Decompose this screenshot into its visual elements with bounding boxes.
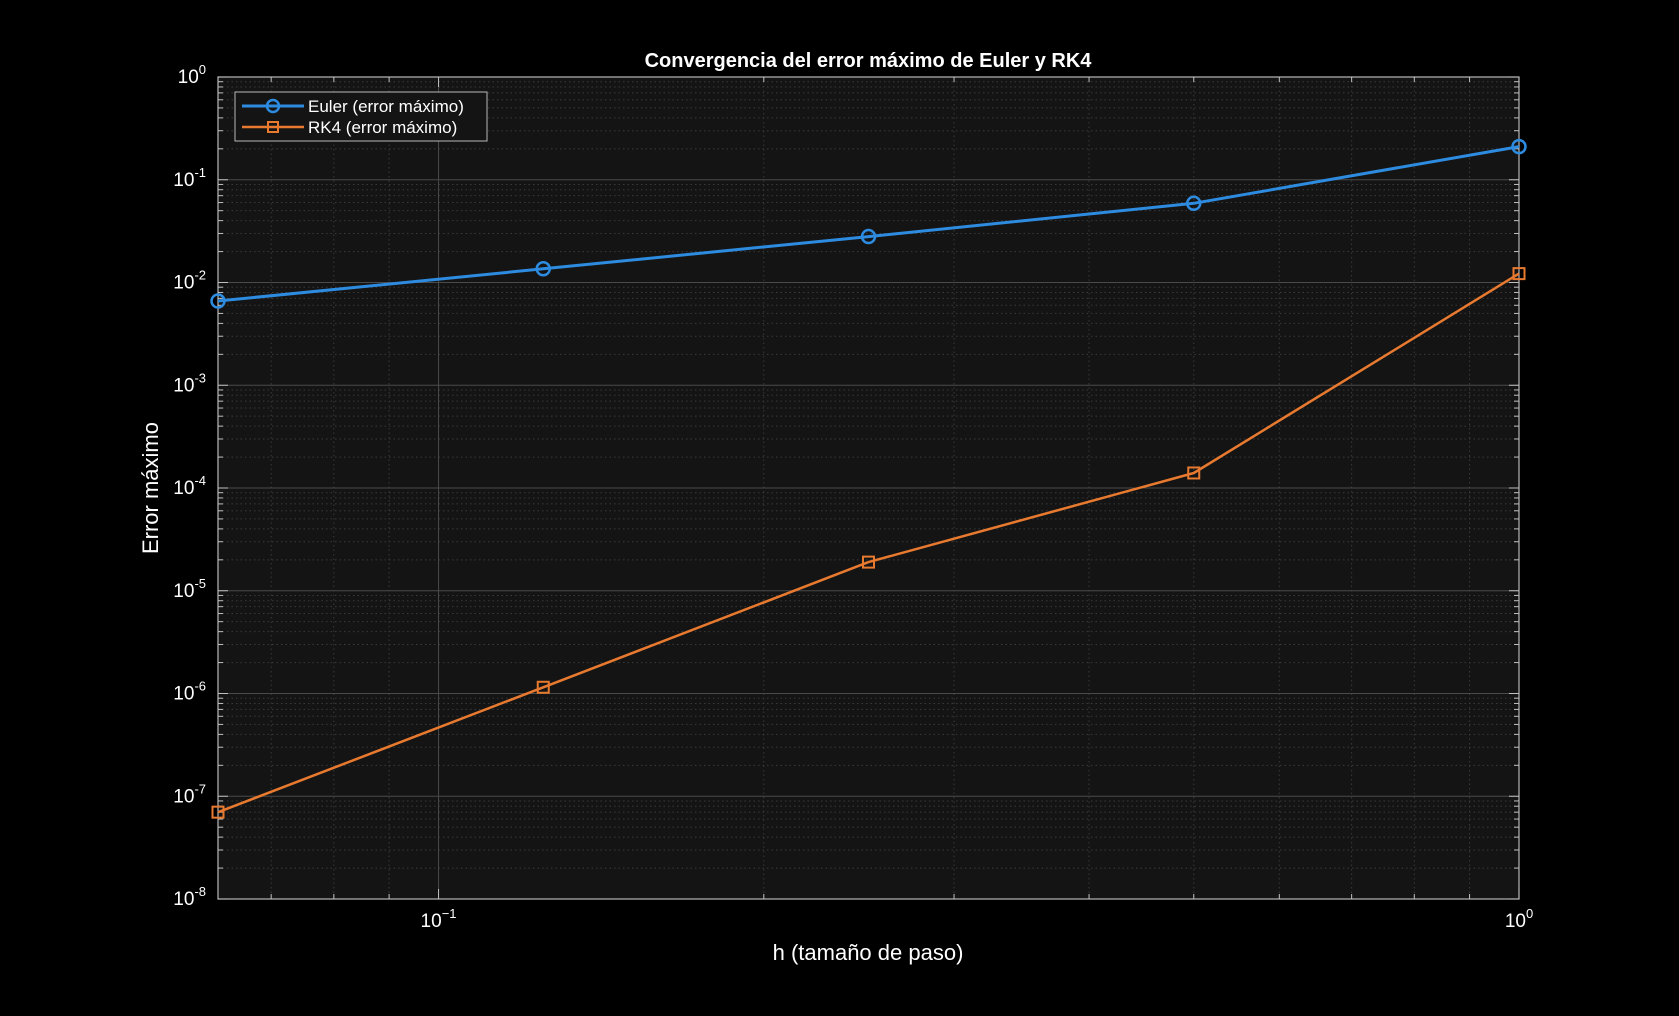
series-layer bbox=[210, 138, 1527, 819]
data-point-euler bbox=[535, 261, 551, 277]
y-tick-label: 100 bbox=[178, 62, 206, 88]
minor-grid bbox=[218, 77, 1519, 899]
data-point-rk4 bbox=[211, 805, 225, 819]
y-tick-label: 10-6 bbox=[173, 679, 206, 705]
y-tick-label: 10-7 bbox=[173, 781, 206, 807]
data-point-euler bbox=[860, 228, 877, 245]
legend: Euler (error máximo) RK4 (error máximo) bbox=[234, 91, 488, 142]
data-point-rk4 bbox=[862, 555, 875, 569]
data-point-rk4 bbox=[1187, 466, 1201, 480]
x-tick-label: 10−1 bbox=[421, 906, 457, 932]
y-tick-label: 10-2 bbox=[173, 268, 206, 294]
axis-ticks bbox=[218, 76, 1520, 900]
x-axis-label: h (tamaño de paso) bbox=[773, 940, 964, 965]
chart-title: Convergencia del error máximo de Euler y… bbox=[645, 50, 1093, 72]
y-tick-label: 10-3 bbox=[173, 370, 206, 396]
legend-item-euler: Euler (error máximo) bbox=[242, 97, 464, 116]
data-point-rk4 bbox=[1512, 267, 1526, 281]
y-tick-label: 10-1 bbox=[173, 165, 206, 191]
data-point-rk4 bbox=[536, 680, 550, 694]
tick-labels: 100 10-1 10-2 10-3 10-4 10-5 10-6 10-7 10-8 10−1 1… bbox=[173, 62, 1533, 932]
y-axis-label: Error máximo bbox=[138, 422, 163, 554]
series-line-rk4 bbox=[217, 272, 1520, 814]
data-point-euler bbox=[1186, 195, 1202, 212]
y-tick-label: 10-5 bbox=[173, 576, 206, 602]
y-tick-label: 10-8 bbox=[173, 884, 206, 910]
x-tick-label: 100 bbox=[1505, 906, 1533, 932]
legend-rk4-marker bbox=[267, 121, 279, 133]
legend-euler-label: Euler (error máximo) bbox=[308, 97, 464, 116]
legend-euler-marker bbox=[265, 98, 281, 114]
series-line-euler bbox=[217, 145, 1520, 303]
y-tick-label: 10-4 bbox=[173, 473, 206, 499]
legend-rk4-label: RK4 (error máximo) bbox=[308, 118, 457, 137]
legend-item-rk4: RK4 (error máximo) bbox=[242, 118, 457, 137]
data-point-euler bbox=[1511, 138, 1527, 155]
data-point-euler bbox=[210, 293, 226, 309]
